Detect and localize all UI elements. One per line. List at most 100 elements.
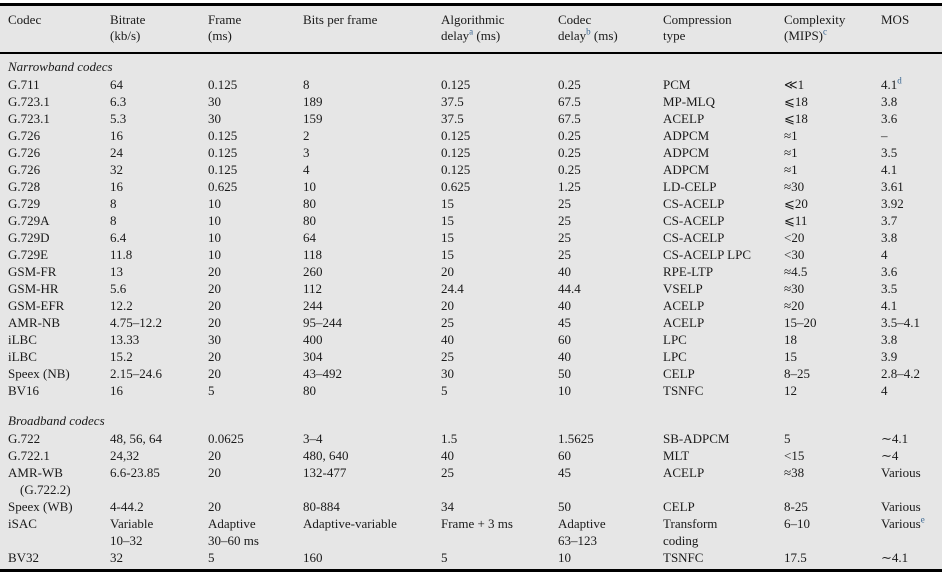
cell-codec-delay: 0.25 [550, 144, 655, 161]
cell-bits-per-frame: 112 [295, 280, 433, 297]
cell-mos: 3.7 [873, 212, 942, 229]
cell-text: G.729 [8, 196, 41, 211]
cell-bits-per-frame: 118 [295, 246, 433, 263]
cell-bits-per-frame: 160 [295, 549, 433, 571]
cell-bitrate: 16 [102, 178, 200, 195]
cell-complexity: ⩽11 [776, 212, 873, 229]
cell-text: 60 [558, 448, 571, 463]
cell-text: 5 [784, 431, 791, 446]
cell-bits-per-frame: 64 [295, 229, 433, 246]
codecs-comparison-table: Codec Bitrate (kb/s) Frame (ms) Bits per… [0, 3, 942, 572]
cell-text: 0.25 [558, 162, 581, 177]
cell-compression-type: VSELP [655, 280, 776, 297]
cell-codec: AMR-WB (G.722.2) [0, 464, 102, 498]
cell-text: G.723.1 [8, 94, 50, 109]
cell-text: ≈1 [784, 145, 798, 160]
cell-text: 32 [110, 162, 123, 177]
cell-text: AMR-NB [8, 315, 61, 330]
cell-text: Transform [663, 516, 718, 531]
cell-text: Adaptive [558, 516, 606, 531]
header-text: Codec [8, 12, 42, 27]
cell-algorithmic-delay: 1.5 [433, 430, 550, 447]
cell-text: PCM [663, 77, 691, 92]
cell-bitrate: 13.33 [102, 331, 200, 348]
cell-text: G.722.1 [8, 448, 50, 463]
cell-text: 15 [441, 247, 454, 262]
cell-codec: iLBC [0, 331, 102, 348]
cell-text: G.728 [8, 179, 41, 194]
section-title: Broadband codecs [8, 413, 105, 428]
cell-text: 16 [110, 383, 123, 398]
cell-frame: 20 [200, 263, 295, 280]
cell-text: 4.75–12.2 [110, 315, 162, 330]
cell-text: G.729D [8, 230, 50, 245]
cell-text-line2: 10–32 [110, 533, 143, 548]
cell-compression-type: MP-MLQ [655, 93, 776, 110]
cell-text: ≈30 [784, 179, 805, 194]
table-row: G.726 32 0.125 4 0.125 0.25 ADPCM ≈1 4.1 [0, 161, 942, 178]
cell-text: 0.625 [208, 179, 238, 194]
cell-text: 6.3 [110, 94, 127, 109]
cell-text: 45 [558, 315, 571, 330]
cell-text: 0.125 [441, 162, 471, 177]
cell-bits-per-frame: 80 [295, 212, 433, 229]
cell-codec: G.722.1 [0, 447, 102, 464]
cell-text: 3.9 [881, 349, 898, 364]
table-row: iLBC 15.2 20 304 25 40 LPC 15 3.9 [0, 348, 942, 365]
cell-text: GSM-EFR [8, 298, 65, 313]
cell-frame: 0.125 [200, 161, 295, 178]
cell-frame: 0.0625 [200, 430, 295, 447]
cell-complexity: <30 [776, 246, 873, 263]
cell-algorithmic-delay: 40 [433, 447, 550, 464]
cell-mos: 3.6 [873, 263, 942, 280]
cell-text: G.722 [8, 431, 41, 446]
cell-codec-delay: 10 [550, 382, 655, 399]
cell-mos: 3.8 [873, 229, 942, 246]
cell-codec-delay: Adaptive 63–123 [550, 515, 655, 549]
cell-algorithmic-delay: 37.5 [433, 93, 550, 110]
cell-bitrate: 6.3 [102, 93, 200, 110]
cell-text: 40 [441, 448, 454, 463]
cell-frame: 20 [200, 447, 295, 464]
header-text: MOS [881, 12, 910, 27]
cell-bits-per-frame: 3–4 [295, 430, 433, 447]
cell-text: 3 [303, 145, 310, 160]
cell-text: 0.625 [441, 179, 471, 194]
cell-frame: 20 [200, 280, 295, 297]
cell-text: 4.1 [881, 77, 898, 92]
cell-mos: 3.8 [873, 331, 942, 348]
cell-compression-type: MLT [655, 447, 776, 464]
table-row: Speex (NB) 2.15–24.6 20 43–492 30 50 CELP 8–25 2… [0, 365, 942, 382]
cell-text: ≈1 [784, 162, 798, 177]
cell-text: ≈38 [784, 465, 805, 480]
cell-compression-type: ADPCM [655, 127, 776, 144]
cell-frame: 10 [200, 229, 295, 246]
cell-text: 20 [208, 298, 221, 313]
cell-bits-per-frame: Adaptive-variable [295, 515, 433, 549]
column-header-bitrate: Bitrate (kb/s) [102, 4, 200, 54]
cell-text: 45 [558, 465, 571, 480]
cell-text: Adaptive [208, 516, 256, 531]
cell-compression-type: ACELP [655, 297, 776, 314]
cell-text: 17.5 [784, 550, 807, 565]
cell-text: 50 [558, 499, 571, 514]
cell-complexity: 8-25 [776, 498, 873, 515]
cell-codec: G.728 [0, 178, 102, 195]
header-text: Algorithmic [441, 12, 505, 27]
cell-compression-type: LPC [655, 331, 776, 348]
cell-text: 400 [303, 332, 323, 347]
cell-complexity: ≈1 [776, 127, 873, 144]
cell-compression-type: CS-ACELP [655, 212, 776, 229]
cell-text: ∼4.1 [881, 431, 909, 446]
cell-text: 20 [208, 315, 221, 330]
table-row: Speex (WB) 4-44.2 20 80-884 34 50 CELP 8-25 Vari… [0, 498, 942, 515]
cell-text: ≈20 [784, 298, 805, 313]
table-row: G.729 8 10 80 15 25 CS-ACELP ⩽20 3.92 [0, 195, 942, 212]
cell-codec-delay: 0.25 [550, 76, 655, 93]
cell-text: ≪1 [784, 77, 805, 92]
cell-text: 8–25 [784, 366, 810, 381]
column-header-codec: Codec [0, 4, 102, 54]
cell-text: 4.1 [881, 162, 898, 177]
cell-bits-per-frame: 10 [295, 178, 433, 195]
cell-text: 10 [208, 213, 221, 228]
